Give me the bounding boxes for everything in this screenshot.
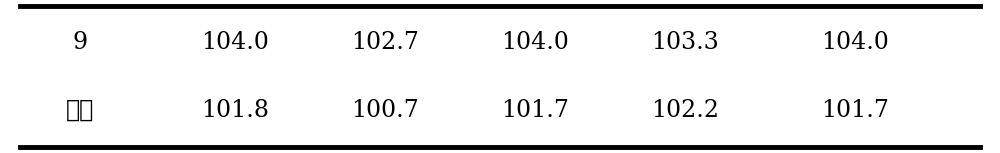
Text: 9: 9	[72, 31, 88, 54]
Text: 102.7: 102.7	[351, 31, 419, 54]
Text: 101.8: 101.8	[201, 99, 269, 122]
Text: 102.2: 102.2	[651, 99, 719, 122]
Text: 平均: 平均	[66, 98, 94, 122]
Text: 100.7: 100.7	[351, 99, 419, 122]
Text: 104.0: 104.0	[501, 31, 569, 54]
Text: 101.7: 101.7	[501, 99, 569, 122]
Text: 104.0: 104.0	[821, 31, 889, 54]
Text: 104.0: 104.0	[201, 31, 269, 54]
Text: 101.7: 101.7	[821, 99, 889, 122]
Text: 103.3: 103.3	[651, 31, 719, 54]
